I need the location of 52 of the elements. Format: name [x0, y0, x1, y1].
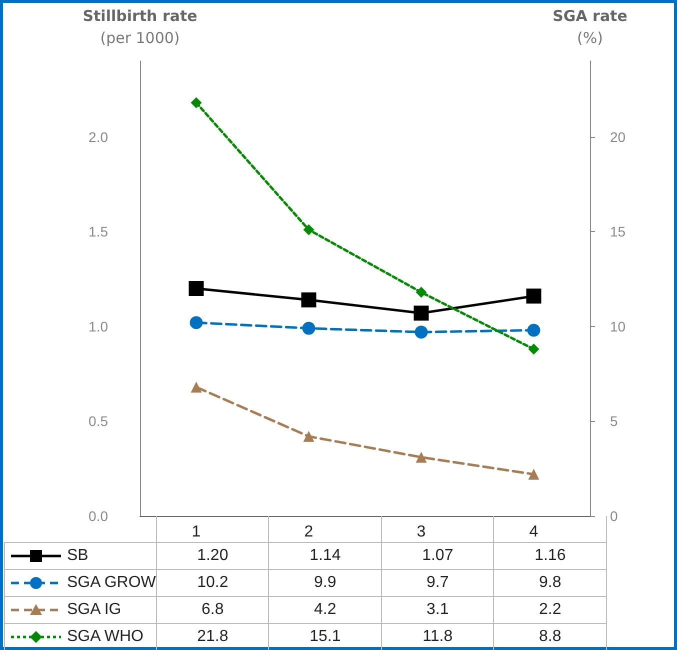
data-label: 15.1 [268, 624, 382, 650]
data-label: 9.8 [494, 570, 606, 596]
data-label: 11.8 [381, 624, 494, 650]
y-tick-label: 0.0 [88, 508, 108, 524]
legend-label: SGA GROW [67, 574, 156, 591]
y2-tick-label: 10 [610, 318, 626, 334]
point [527, 324, 540, 337]
y2-tick-label: 15 [610, 224, 626, 240]
point [301, 292, 316, 308]
data-label: 1.07 [381, 542, 494, 570]
data-label: 10.2 [156, 570, 269, 596]
data-label: 2.2 [494, 596, 606, 624]
x-tick-label: 3 [416, 524, 426, 540]
point [526, 288, 542, 304]
point [190, 97, 202, 108]
point [303, 224, 314, 236]
x-tick-label: 1 [192, 524, 201, 540]
data-label: 9.9 [268, 570, 382, 596]
y-axis-title: Stillbirth rate (per 1000) [82, 7, 198, 47]
point [528, 468, 540, 480]
legend-label: SGA WHO [67, 628, 144, 645]
y-tick-label: 2.0 [88, 128, 108, 145]
y2-axis-title: SGA rate (%) [552, 7, 628, 47]
data-label: 6.8 [156, 596, 269, 624]
point [303, 430, 314, 442]
x-tick-label: 2 [304, 524, 314, 540]
data-label: 8.8 [494, 624, 606, 650]
y2-tick-label: 20 [610, 128, 626, 145]
x-tick-label: 4 [529, 524, 538, 540]
point [190, 382, 202, 393]
legend-label: SB [67, 547, 88, 564]
point [528, 344, 540, 355]
y-tick-label: 1.0 [88, 318, 108, 334]
legend-label: SGA IG [67, 601, 122, 618]
data-label: 4.2 [268, 596, 382, 624]
point [414, 306, 429, 321]
data-label: 9.7 [381, 570, 494, 596]
data-label: 1.20 [156, 542, 269, 570]
data-label: 1.14 [268, 542, 382, 570]
data-label: 3.1 [381, 596, 494, 624]
data-label: 1.16 [494, 542, 606, 570]
y2-tick-label: 5 [610, 413, 618, 430]
data-label: 21.8 [156, 624, 269, 650]
point [416, 452, 427, 463]
y2-tick-label: 0 [610, 508, 618, 524]
point [188, 281, 204, 296]
y-tick-label: 0.5 [88, 413, 108, 430]
point [190, 316, 203, 330]
point [302, 322, 316, 335]
y-tick-label: 1.5 [88, 224, 108, 240]
point [414, 326, 428, 339]
point [416, 286, 427, 298]
